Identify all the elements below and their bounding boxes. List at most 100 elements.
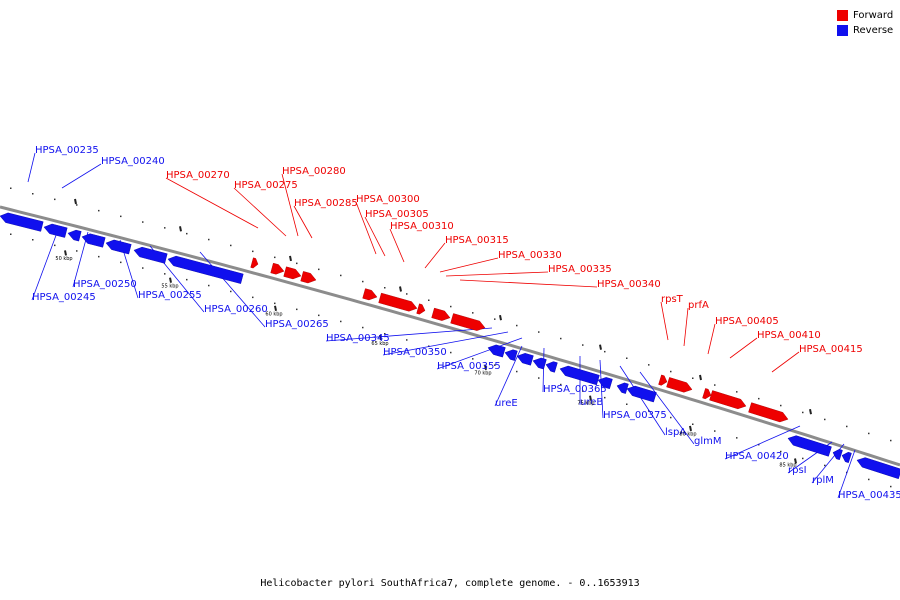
forward-gene-label: rpsT	[661, 294, 684, 305]
legend-item-forward: Forward	[837, 8, 893, 23]
tick-dot	[274, 302, 276, 305]
leader-line	[27, 152, 36, 183]
leader-line	[281, 173, 299, 237]
major-tick	[809, 409, 812, 415]
reverse-gene-label: HPSA_00375	[603, 410, 667, 421]
forward-gene-label: HPSA_00410	[757, 330, 821, 341]
tick-dot	[802, 411, 804, 414]
forward-gene-arrow	[450, 313, 486, 331]
tick-dot	[142, 221, 144, 223]
kbp-label: 50 kbp	[55, 256, 72, 262]
forward-gene-arrow	[270, 262, 285, 275]
reverse-gene-label: glmM	[694, 436, 722, 447]
leader-line	[599, 359, 604, 419]
legend-label-reverse: Reverse	[853, 25, 894, 36]
tick-dot	[890, 439, 892, 442]
forward-gene-arrow	[666, 377, 693, 393]
tick-dot	[692, 377, 694, 379]
major-tick	[794, 458, 797, 464]
major-tick	[399, 286, 402, 292]
tick-dot	[450, 305, 452, 308]
forward-gene-label: HPSA_00280	[282, 166, 346, 177]
tick-dot	[230, 290, 232, 293]
forward-gene-label: HPSA_00340	[597, 279, 661, 290]
tick-dot	[362, 326, 364, 329]
backbone-line	[0, 205, 900, 467]
major-tick	[74, 198, 77, 205]
reverse-gene-arrow	[487, 344, 506, 358]
tick-dot	[32, 239, 34, 241]
tick-dot	[494, 364, 496, 366]
reverse-gene-arrow	[832, 449, 843, 461]
tick-dot	[384, 333, 386, 335]
tick-dot	[516, 324, 518, 327]
reverse-gene-arrow	[856, 457, 900, 480]
forward-gene-arrow	[362, 288, 378, 301]
forward-gene-label: HPSA_00275	[234, 180, 298, 191]
tick-dot	[406, 339, 408, 341]
reverse-gene-arrow	[133, 246, 168, 264]
leader-line	[724, 425, 801, 460]
tick-dot	[736, 391, 738, 393]
reverse-gene-arrow	[67, 229, 82, 242]
tick-dot	[318, 268, 320, 271]
forward-gene-label: HPSA_00305	[365, 209, 429, 220]
leader-line	[389, 228, 405, 263]
leader-line	[445, 271, 549, 277]
tick-dot	[76, 250, 78, 252]
leader-line	[542, 347, 545, 393]
kbp-scale-labels: 50 kbp 55 kbp 60 kbp 65 kbp 70 kbp 75 kbp 80 k…	[55, 256, 796, 468]
major-tick	[179, 226, 182, 232]
major-tick	[379, 334, 382, 341]
forward-gene-arrow	[416, 303, 426, 315]
reverse-gene-label: HPSA_00265	[265, 319, 329, 330]
leader-line	[729, 337, 758, 359]
leader-line	[837, 449, 856, 499]
reverse-gene-label: HPSA_00350	[383, 347, 447, 358]
tick-dot	[714, 384, 716, 386]
tick-dot	[626, 403, 628, 405]
tick-dot	[164, 273, 166, 275]
reverse-swatch	[837, 25, 848, 36]
tick-dot	[714, 430, 716, 432]
reverse-gene-arrow	[616, 382, 629, 394]
reverse-gene-label: HPSA_00240	[101, 156, 165, 167]
forward-swatch	[837, 10, 848, 21]
tick-dot	[626, 357, 628, 359]
forward-gene-label: HPSA_00330	[498, 250, 562, 261]
reverse-gene-label: HPSA_00250	[73, 279, 137, 290]
leader-line	[325, 327, 493, 342]
tick-dot	[780, 404, 782, 407]
legend-item-reverse: Reverse	[837, 23, 893, 38]
reverse-gene-label: HPSA_00420	[725, 451, 789, 462]
tick-dot	[54, 198, 56, 201]
tick-dot	[582, 390, 584, 392]
major-tick	[484, 364, 487, 370]
tick-dot	[32, 193, 34, 195]
reverse-gene-arrow	[532, 357, 547, 370]
forward-gene-arrow	[300, 271, 317, 284]
major-tick	[499, 315, 502, 321]
tick-dot	[428, 299, 430, 301]
tick-dot	[76, 204, 78, 206]
reverse-gene-arrow	[43, 223, 68, 238]
forward-gene-arrow	[748, 402, 789, 423]
tick-dot	[802, 457, 804, 460]
reverse-gene-label: HPSA_00235	[35, 145, 99, 156]
label-leader-lines	[27, 152, 856, 499]
tick-dot	[648, 410, 650, 412]
reverse-gene-arrow	[516, 353, 534, 366]
tick-dot	[868, 432, 870, 435]
tick-dot	[98, 255, 100, 258]
tick-dot	[582, 344, 584, 346]
major-tick	[589, 395, 592, 401]
forward-gene-arrow	[283, 266, 302, 280]
tick-dot	[142, 267, 144, 269]
kbp-label: 55 kbp	[161, 284, 178, 290]
tick-dot	[406, 293, 408, 295]
reverse-gene-arrow	[787, 435, 832, 457]
leader-line	[364, 216, 386, 257]
major-tick	[699, 374, 702, 381]
leader-line	[771, 351, 800, 373]
